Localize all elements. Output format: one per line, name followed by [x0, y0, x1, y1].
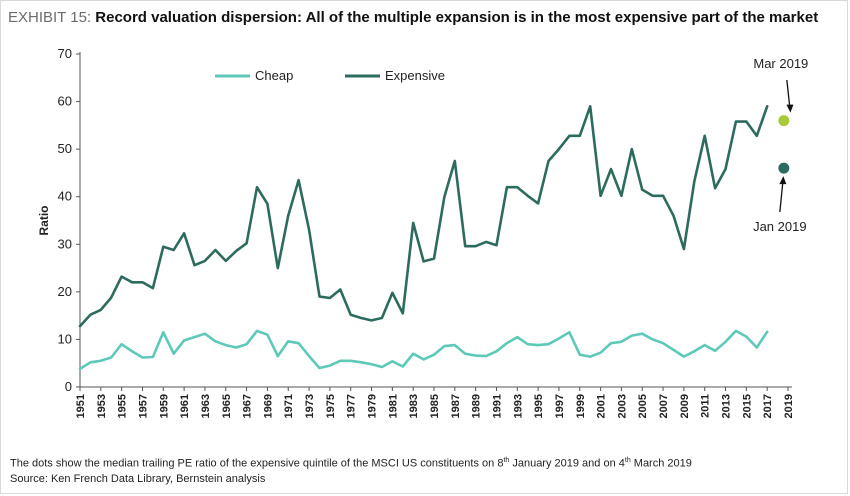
x-tick-label: 1999 — [575, 394, 587, 418]
x-tick-label: 1985 — [429, 394, 441, 418]
x-tick-label: 2001 — [596, 394, 608, 418]
footnote-sup-1: th — [503, 457, 510, 464]
footnote-text-1: The dots show the median trailing PE rat… — [10, 457, 504, 470]
x-tick-label: 1979 — [367, 394, 379, 418]
footnote-sup-2: th — [624, 457, 631, 464]
mar-2019-label: Mar 2019 — [753, 56, 808, 71]
mar-2019-dot — [778, 115, 790, 127]
x-tick-label: 1967 — [242, 394, 254, 418]
x-tick-label: 1993 — [512, 394, 524, 418]
x-tick-label: 1981 — [387, 394, 399, 418]
x-tick-label: 1957 — [137, 394, 149, 418]
x-tick-label: 2007 — [658, 394, 670, 418]
axes: 0 10 20 30 40 50 60 70 1951 1953 1955 1957 1959 1961 1… — [37, 46, 795, 418]
series-lines — [78, 105, 769, 371]
x-tick-label: 1987 — [450, 394, 462, 418]
legend-label-expensive: Expensive — [385, 68, 445, 83]
annotations: Mar 2019 Jan 2019 — [753, 56, 808, 234]
series-line-cheap — [78, 329, 769, 371]
x-tick-label: 2003 — [616, 394, 628, 418]
y-tick-label: 0 — [65, 379, 72, 394]
x-tick-label: 1969 — [262, 394, 274, 418]
x-tick-label: 1951 — [75, 394, 87, 418]
mar-arrow-head — [786, 104, 794, 113]
x-tick-label: 2019 — [783, 394, 795, 418]
x-tick-label: 1983 — [408, 394, 420, 418]
footnote-text-2: January 2019 and on 4 — [509, 457, 625, 470]
x-tick-label: 1965 — [221, 394, 233, 418]
x-tick-label: 1991 — [491, 394, 503, 418]
x-tick-label: 1973 — [304, 394, 316, 418]
y-tick-label: 20 — [58, 284, 72, 299]
x-tick-label: 1995 — [533, 394, 545, 418]
legend-label-cheap: Cheap — [255, 68, 293, 83]
x-tick-label: 1959 — [158, 394, 170, 418]
jan-arrow-head — [779, 176, 787, 185]
y-tick-label: 50 — [58, 141, 72, 156]
x-tick-label: 2015 — [741, 394, 753, 418]
source-note: Source: Ken French Data Library, Bernste… — [10, 473, 266, 485]
x-tick-label: 1975 — [325, 394, 337, 418]
x-tick-label: 2005 — [637, 394, 649, 418]
x-tick-label: 1961 — [179, 394, 191, 418]
jan-2019-label: Jan 2019 — [753, 219, 807, 234]
footnote-text-3: March 2019 — [630, 457, 692, 470]
x-tick-label: 2017 — [762, 394, 774, 418]
x-tick-label: 1971 — [283, 394, 295, 418]
y-tick-label: 60 — [58, 94, 72, 109]
x-tick-label: 2011 — [700, 394, 712, 418]
x-tick-label: 1955 — [117, 394, 129, 418]
line-chart: 0 10 20 30 40 50 60 70 1951 1953 1955 1957 1959 1961 1… — [37, 46, 808, 418]
y-tick-label: 30 — [58, 236, 72, 251]
x-tick-label: 1997 — [554, 394, 566, 418]
y-tick-label: 40 — [58, 189, 72, 204]
x-tick-label: 1953 — [96, 394, 108, 418]
y-axis-label: Ratio — [37, 206, 51, 236]
x-tick-label: 1963 — [200, 394, 212, 418]
exhibit-label: EXHIBIT 15: — [8, 9, 92, 26]
y-tick-label: 70 — [58, 46, 72, 61]
x-tick-label: 1989 — [471, 394, 483, 418]
jan-2019-dot — [778, 162, 790, 174]
y-tick-label: 10 — [58, 331, 72, 346]
x-tick-label: 2013 — [721, 394, 733, 418]
jan-arrow-line — [779, 182, 784, 213]
series-line-expensive — [78, 105, 769, 328]
legend: Cheap Expensive — [215, 68, 445, 83]
mar-arrow-line — [786, 79, 791, 108]
x-tick-label: 2009 — [679, 394, 691, 418]
x-tick-label: 1977 — [346, 394, 358, 418]
chart-title: EXHIBIT 15: Record valuation dispersion:… — [8, 9, 818, 26]
exhibit-title: Record valuation dispersion: All of the … — [95, 9, 819, 26]
footnote: The dots show the median trailing PE rat… — [10, 457, 692, 470]
